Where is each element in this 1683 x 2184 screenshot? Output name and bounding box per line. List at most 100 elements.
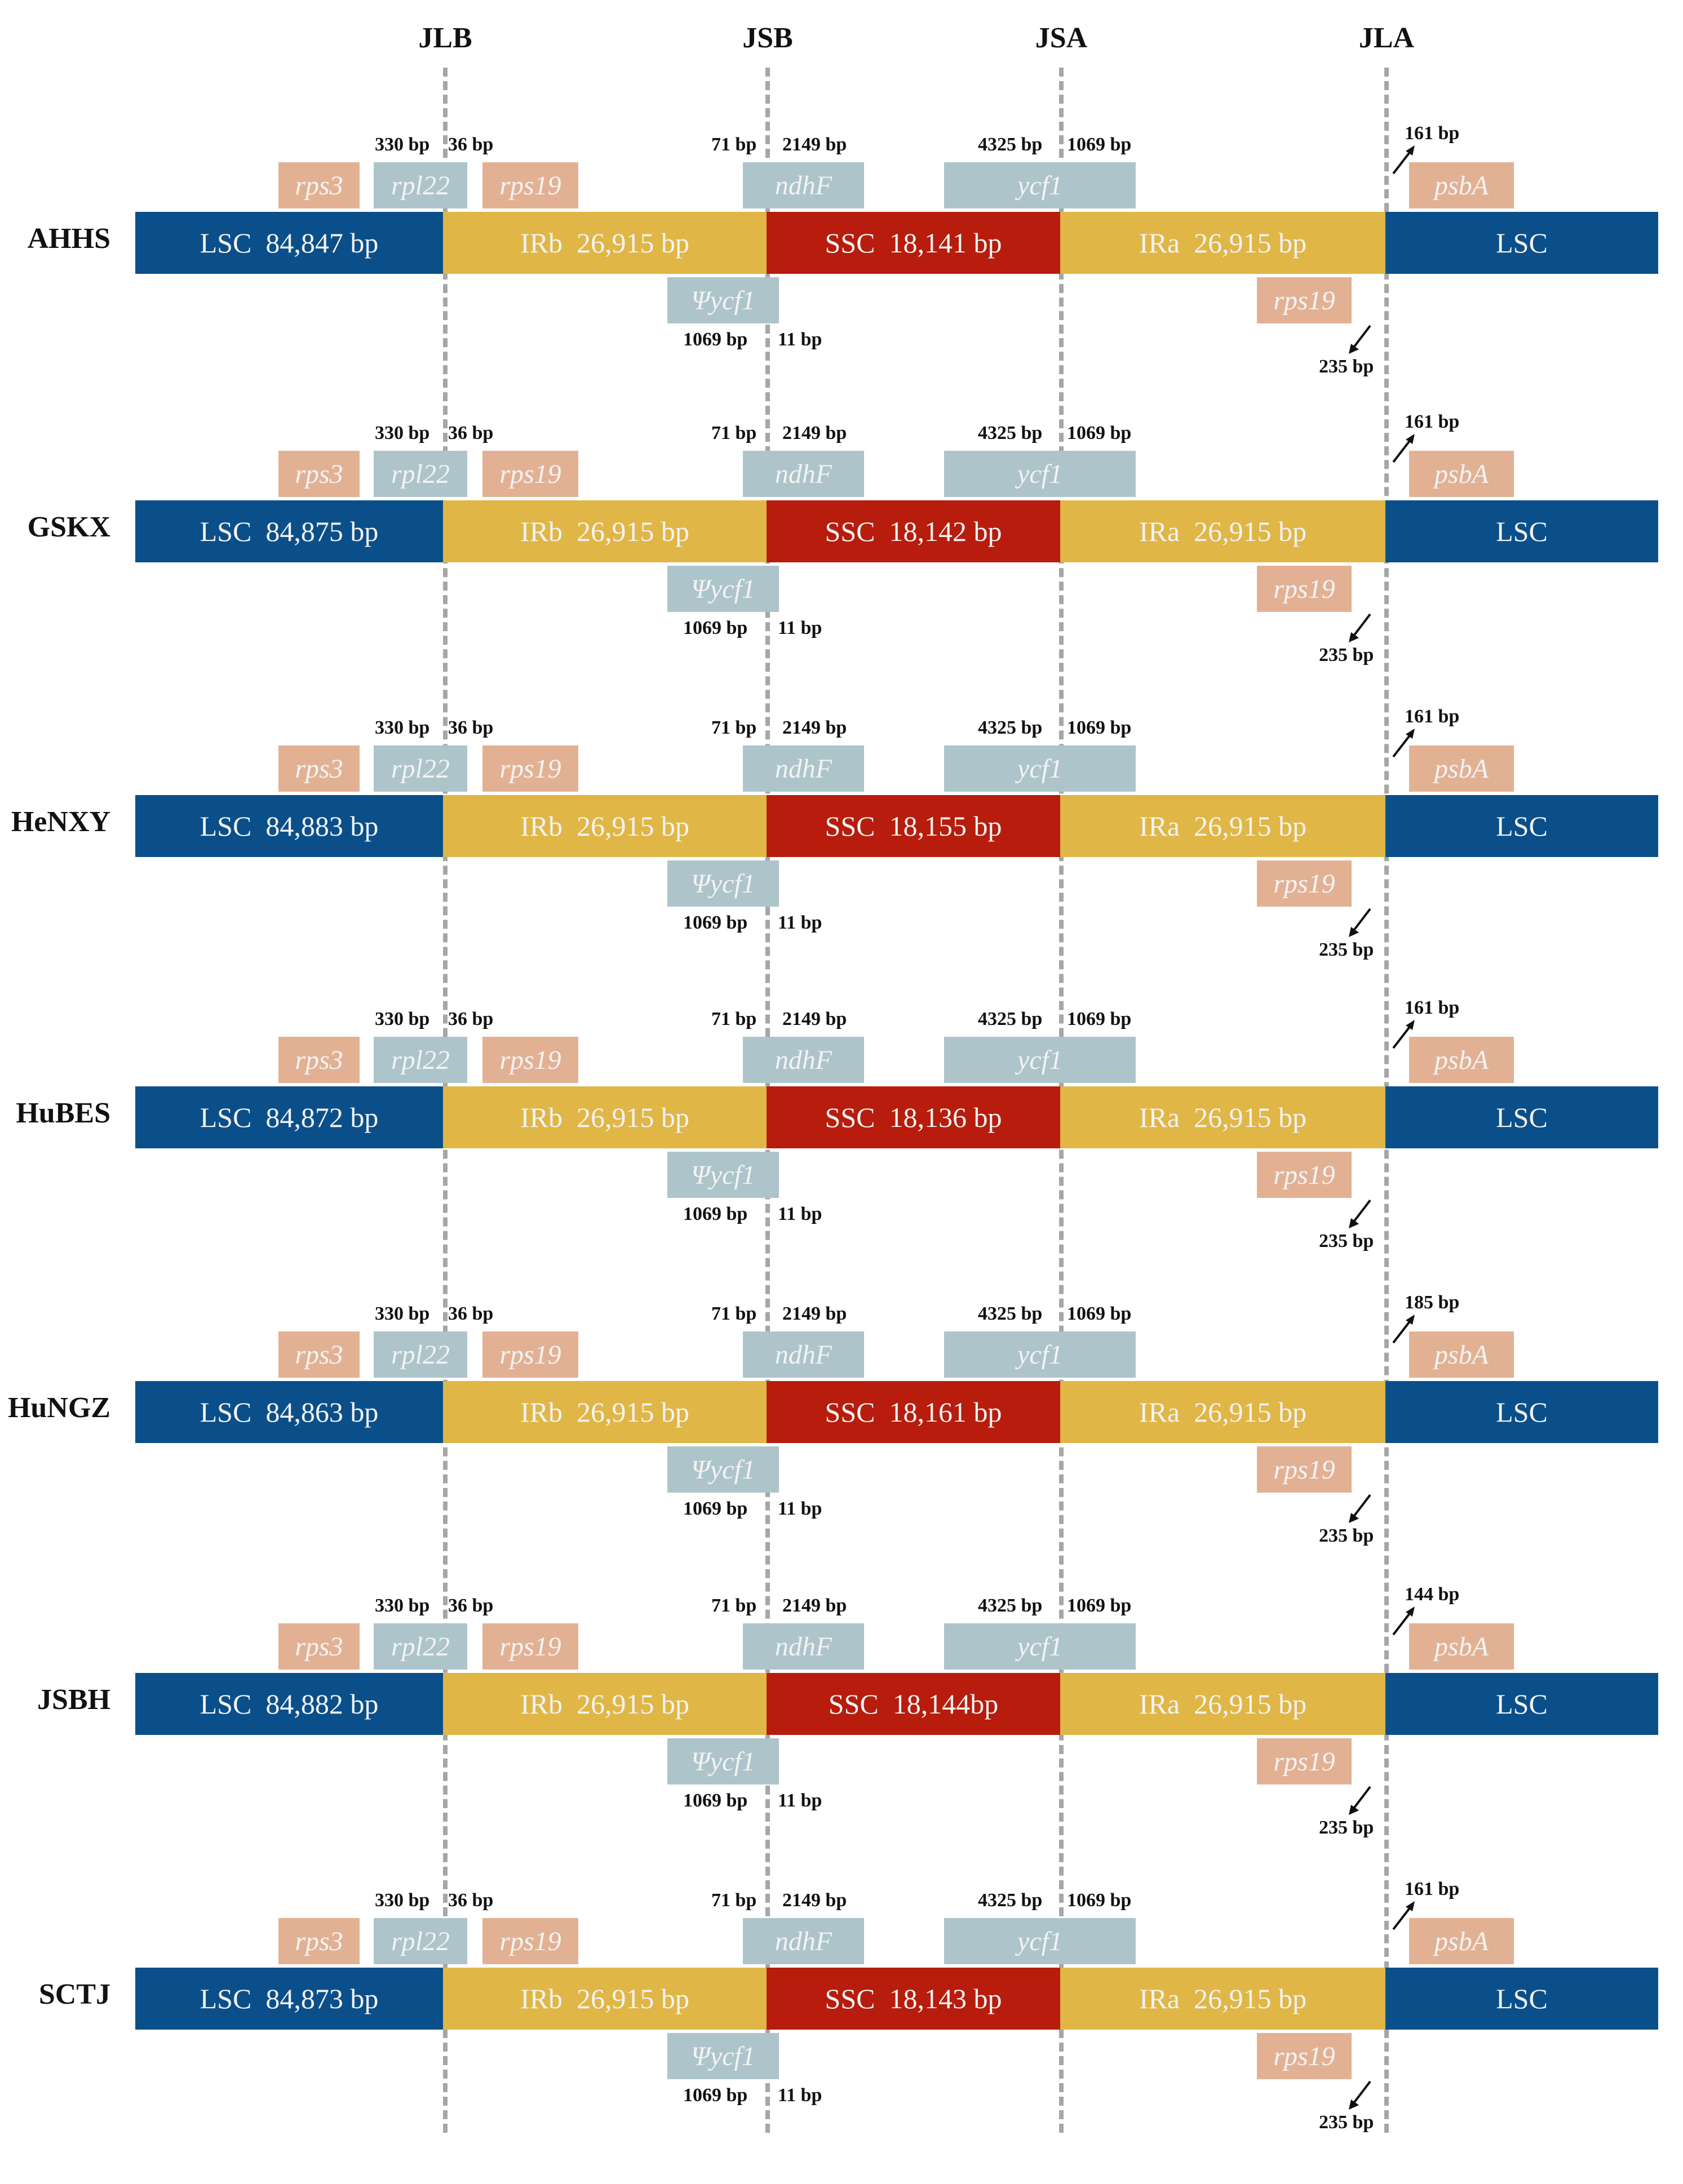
psi-ycf1-left-distance: 1069 bp [683, 912, 748, 933]
rps19-bottom-distance: 235 bp [1319, 645, 1374, 665]
psbA-gene: psbA [1409, 1331, 1514, 1378]
ndhF-left-distance: 71 bp [711, 134, 757, 155]
psi-ycf1-left-distance: 1069 bp [683, 2085, 748, 2106]
psbA-arrow [1392, 434, 1415, 463]
rpl22-gene: rpl22 [374, 162, 467, 208]
rps19-bottom-gene: rps19 [1257, 1446, 1352, 1493]
lsc-end-region: LSC [1385, 1086, 1658, 1148]
ycf1-right-distance: 1069 bp [1067, 1890, 1132, 1911]
rps19-arrow [1349, 908, 1371, 937]
ycf1-gene: ycf1 [944, 1918, 1136, 1964]
rps19-arrow [1349, 325, 1371, 354]
ndhF-gene: ndhF [743, 1331, 864, 1378]
rpl22-left-distance: 330 bp [375, 134, 430, 155]
ndhF-right-distance: 2149 bp [782, 423, 847, 443]
ndhF-left-distance: 71 bp [711, 1009, 757, 1029]
ira-region: IRa 26,915 bp [1060, 1381, 1385, 1443]
sample-name: SCTJ [38, 1978, 110, 2010]
lsc-region: LSC 84,875 bp [135, 500, 443, 562]
lsc-end-region: LSC [1385, 1381, 1658, 1443]
psbA-arrow [1392, 729, 1415, 758]
ira-region: IRa 26,915 bp [1060, 1673, 1385, 1735]
sample-name: HuNGZ [7, 1392, 110, 1424]
ndhF-left-distance: 71 bp [711, 717, 757, 738]
irb-region: IRb 26,915 bp [443, 1381, 767, 1443]
ira-region: IRa 26,915 bp [1060, 795, 1385, 857]
rpl22-left-distance: 330 bp [375, 1303, 430, 1324]
rps19-arrow [1349, 613, 1371, 642]
psbA-distance: 161 bp [1405, 997, 1460, 1018]
ira-region: IRa 26,915 bp [1060, 212, 1385, 274]
rpl22-left-distance: 330 bp [375, 1009, 430, 1029]
ycf1-left-distance: 4325 bp [978, 1303, 1043, 1324]
ycf1-gene: ycf1 [944, 1623, 1136, 1670]
lsc-end-region: LSC [1385, 1968, 1658, 2030]
genome-row-henxy: HeNXY 330 bp 36 bp 71 bp 2149 bp 4325 bp… [0, 707, 1683, 1011]
ycf1-left-distance: 4325 bp [978, 1595, 1043, 1616]
rps3-gene: rps3 [278, 1623, 360, 1670]
genome-row-hubes: HuBES 330 bp 36 bp 71 bp 2149 bp 4325 bp… [0, 998, 1683, 1303]
ndhF-left-distance: 71 bp [711, 1595, 757, 1616]
rps19-gene: rps19 [482, 162, 578, 208]
psbA-distance: 185 bp [1405, 1292, 1460, 1313]
psi-ycf1-gene: Ψycf1 [667, 1446, 779, 1493]
genome-row-gskx: GSKX 330 bp 36 bp 71 bp 2149 bp 4325 bp … [0, 412, 1683, 717]
ndhF-gene: ndhF [743, 162, 864, 208]
psbA-distance: 144 bp [1405, 1584, 1460, 1605]
rps19-arrow [1349, 1494, 1371, 1523]
genome-row-ahhs: AHHS 330 bp 36 bp 71 bp 2149 bp 4325 bp … [0, 124, 1683, 428]
rps19-gene: rps19 [482, 451, 578, 497]
rps3-gene: rps3 [278, 162, 360, 208]
lsc-region: LSC 84,882 bp [135, 1673, 443, 1735]
lsc-end-region: LSC [1385, 1673, 1658, 1735]
psbA-gene: psbA [1409, 162, 1514, 208]
psi-ycf1-left-distance: 1069 bp [683, 1790, 748, 1811]
rps19-bottom-distance: 235 bp [1319, 939, 1374, 960]
rps19-bottom-gene: rps19 [1257, 277, 1352, 323]
psi-ycf1-gene: Ψycf1 [667, 860, 779, 907]
lsc-region: LSC 84,847 bp [135, 212, 443, 274]
rps3-gene: rps3 [278, 451, 360, 497]
rps3-gene: rps3 [278, 1331, 360, 1378]
ndhF-right-distance: 2149 bp [782, 134, 847, 155]
psi-ycf1-left-distance: 1069 bp [683, 329, 748, 350]
psi-ycf1-gene: Ψycf1 [667, 1152, 779, 1198]
ycf1-left-distance: 4325 bp [978, 423, 1043, 443]
rpl22-gene: rpl22 [374, 745, 467, 792]
sample-name: HeNXY [11, 806, 110, 838]
ndhF-left-distance: 71 bp [711, 1890, 757, 1911]
rps19-bottom-gene: rps19 [1257, 2033, 1352, 2079]
lsc-end-region: LSC [1385, 212, 1658, 274]
junction-label-jla: JLA [1358, 22, 1415, 54]
rpl22-left-distance: 330 bp [375, 717, 430, 738]
rps19-bottom-gene: rps19 [1257, 566, 1352, 612]
psbA-gene: psbA [1409, 1037, 1514, 1083]
psi-ycf1-right-distance: 11 bp [778, 1790, 822, 1811]
sample-name: AHHS [27, 223, 110, 255]
psi-ycf1-right-distance: 11 bp [778, 1204, 822, 1224]
ira-region: IRa 26,915 bp [1060, 1968, 1385, 2030]
irb-region: IRb 26,915 bp [443, 1086, 767, 1148]
rps19-gene: rps19 [482, 1623, 578, 1670]
psbA-arrow [1392, 145, 1415, 175]
rpl22-left-distance: 330 bp [375, 1890, 430, 1911]
rps3-gene: rps3 [278, 1037, 360, 1083]
psi-ycf1-right-distance: 11 bp [778, 912, 822, 933]
rps3-gene: rps3 [278, 1918, 360, 1964]
psbA-gene: psbA [1409, 745, 1514, 792]
ssc-region: SSC 18,141 bp [767, 212, 1060, 274]
ycf1-right-distance: 1069 bp [1067, 717, 1132, 738]
psbA-distance: 161 bp [1405, 411, 1460, 432]
rpl22-right-distance: 36 bp [448, 134, 494, 155]
psbA-gene: psbA [1409, 1623, 1514, 1670]
irb-region: IRb 26,915 bp [443, 795, 767, 857]
ndhF-right-distance: 2149 bp [782, 1890, 847, 1911]
sample-name: HuBES [16, 1097, 110, 1129]
genome-row-sctj: SCTJ 330 bp 36 bp 71 bp 2149 bp 4325 bp … [0, 1880, 1683, 2184]
rpl22-right-distance: 36 bp [448, 1009, 494, 1029]
rpl22-right-distance: 36 bp [448, 717, 494, 738]
genome-row-hungz: HuNGZ 330 bp 36 bp 71 bp 2149 bp 4325 bp… [0, 1293, 1683, 1597]
ycf1-right-distance: 1069 bp [1067, 1009, 1132, 1029]
rps19-bottom-distance: 235 bp [1319, 2112, 1374, 2133]
rps19-bottom-gene: rps19 [1257, 1152, 1352, 1198]
